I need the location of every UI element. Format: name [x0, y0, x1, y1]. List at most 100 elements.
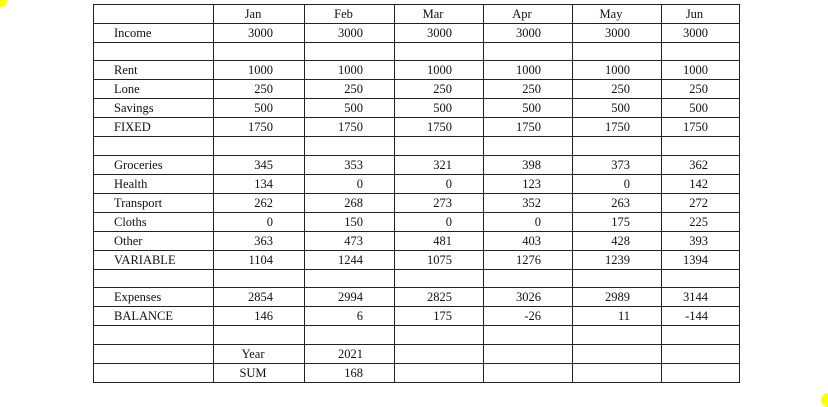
- value-cell[interactable]: 398: [483, 154, 573, 175]
- value-cell[interactable]: [213, 268, 305, 289]
- row-label[interactable]: VARIABLE: [93, 249, 214, 270]
- row-label[interactable]: Income: [93, 23, 214, 43]
- value-cell[interactable]: 134: [213, 173, 305, 194]
- value-cell[interactable]: 273: [394, 192, 484, 213]
- value-cell[interactable]: 225: [661, 211, 740, 232]
- value-cell[interactable]: [572, 136, 662, 156]
- value-cell[interactable]: 500: [661, 98, 740, 119]
- value-cell[interactable]: 142: [661, 173, 740, 194]
- row-label[interactable]: Other: [93, 230, 214, 251]
- value-cell[interactable]: [483, 268, 573, 289]
- value-cell[interactable]: 2854: [213, 287, 305, 308]
- empty-cell[interactable]: [483, 343, 573, 364]
- value-cell[interactable]: 1276: [483, 249, 573, 270]
- value-cell[interactable]: 2989: [572, 287, 662, 308]
- value-cell[interactable]: 123: [483, 173, 573, 194]
- value-cell[interactable]: 500: [572, 98, 662, 119]
- value-cell[interactable]: 345: [213, 154, 305, 175]
- value-cell[interactable]: 500: [483, 98, 573, 119]
- summary-value[interactable]: 168: [304, 362, 395, 383]
- value-cell[interactable]: 321: [394, 154, 484, 175]
- month-header-feb[interactable]: Feb: [304, 4, 395, 24]
- value-cell[interactable]: 1750: [394, 117, 484, 138]
- value-cell[interactable]: 1750: [661, 117, 740, 138]
- value-cell[interactable]: 1000: [213, 60, 305, 81]
- value-cell[interactable]: 3000: [213, 23, 305, 43]
- value-cell[interactable]: 0: [394, 211, 484, 232]
- empty-cell[interactable]: [661, 362, 740, 383]
- value-cell[interactable]: 250: [572, 79, 662, 100]
- value-cell[interactable]: [394, 325, 484, 345]
- value-cell[interactable]: 500: [304, 98, 395, 119]
- summary-label[interactable]: SUM: [213, 362, 305, 383]
- value-cell[interactable]: 352: [483, 192, 573, 213]
- value-cell[interactable]: 175: [572, 211, 662, 232]
- value-cell[interactable]: 146: [213, 306, 305, 327]
- value-cell[interactable]: -144: [661, 306, 740, 327]
- value-cell[interactable]: 481: [394, 230, 484, 251]
- value-cell[interactable]: 175: [394, 306, 484, 327]
- value-cell[interactable]: 3000: [394, 23, 484, 43]
- value-cell[interactable]: 363: [213, 230, 305, 251]
- value-cell[interactable]: [572, 325, 662, 345]
- value-cell[interactable]: [304, 136, 395, 156]
- empty-cell[interactable]: [572, 343, 662, 364]
- empty-cell[interactable]: [394, 362, 484, 383]
- value-cell[interactable]: 250: [304, 79, 395, 100]
- empty-cell[interactable]: [93, 343, 214, 364]
- value-cell[interactable]: 3000: [572, 23, 662, 43]
- value-cell[interactable]: 1244: [304, 249, 395, 270]
- row-label[interactable]: Lone: [93, 79, 214, 100]
- value-cell[interactable]: 1000: [304, 60, 395, 81]
- value-cell[interactable]: 250: [213, 79, 305, 100]
- value-cell[interactable]: 1750: [213, 117, 305, 138]
- value-cell[interactable]: 250: [661, 79, 740, 100]
- empty-cell[interactable]: [394, 343, 484, 364]
- value-cell[interactable]: 3000: [304, 23, 395, 43]
- row-label[interactable]: Savings: [93, 98, 214, 119]
- row-label[interactable]: BALANCE: [93, 306, 214, 327]
- row-label[interactable]: Health: [93, 173, 214, 194]
- row-label[interactable]: [93, 136, 214, 156]
- value-cell[interactable]: 272: [661, 192, 740, 213]
- value-cell[interactable]: 262: [213, 192, 305, 213]
- value-cell[interactable]: 403: [483, 230, 573, 251]
- value-cell[interactable]: 1104: [213, 249, 305, 270]
- value-cell[interactable]: [572, 268, 662, 289]
- value-cell[interactable]: 11: [572, 306, 662, 327]
- value-cell[interactable]: [394, 41, 484, 62]
- value-cell[interactable]: 1000: [394, 60, 484, 81]
- value-cell[interactable]: 0: [483, 211, 573, 232]
- value-cell[interactable]: 263: [572, 192, 662, 213]
- value-cell[interactable]: 1239: [572, 249, 662, 270]
- value-cell[interactable]: 268: [304, 192, 395, 213]
- row-label[interactable]: [93, 268, 214, 289]
- summary-value[interactable]: 2021: [304, 343, 395, 364]
- value-cell[interactable]: [304, 268, 395, 289]
- row-label[interactable]: Cloths: [93, 211, 214, 232]
- value-cell[interactable]: 0: [572, 173, 662, 194]
- value-cell[interactable]: [304, 325, 395, 345]
- value-cell[interactable]: 1075: [394, 249, 484, 270]
- value-cell[interactable]: 150: [304, 211, 395, 232]
- value-cell[interactable]: [483, 136, 573, 156]
- row-label[interactable]: Groceries: [93, 154, 214, 175]
- value-cell[interactable]: 250: [483, 79, 573, 100]
- value-cell[interactable]: [661, 268, 740, 289]
- value-cell[interactable]: [661, 41, 740, 62]
- summary-label[interactable]: Year: [213, 343, 305, 364]
- value-cell[interactable]: 250: [394, 79, 484, 100]
- value-cell[interactable]: [661, 136, 740, 156]
- month-header-jun[interactable]: Jun: [661, 4, 740, 24]
- value-cell[interactable]: 428: [572, 230, 662, 251]
- value-cell[interactable]: 1394: [661, 249, 740, 270]
- value-cell[interactable]: [394, 136, 484, 156]
- row-label[interactable]: Expenses: [93, 287, 214, 308]
- row-label[interactable]: Rent: [93, 60, 214, 81]
- month-header-may[interactable]: May: [572, 4, 662, 24]
- value-cell[interactable]: [483, 325, 573, 345]
- value-cell[interactable]: 2994: [304, 287, 395, 308]
- value-cell[interactable]: 3000: [483, 23, 573, 43]
- value-cell[interactable]: 473: [304, 230, 395, 251]
- row-label[interactable]: FIXED: [93, 117, 214, 138]
